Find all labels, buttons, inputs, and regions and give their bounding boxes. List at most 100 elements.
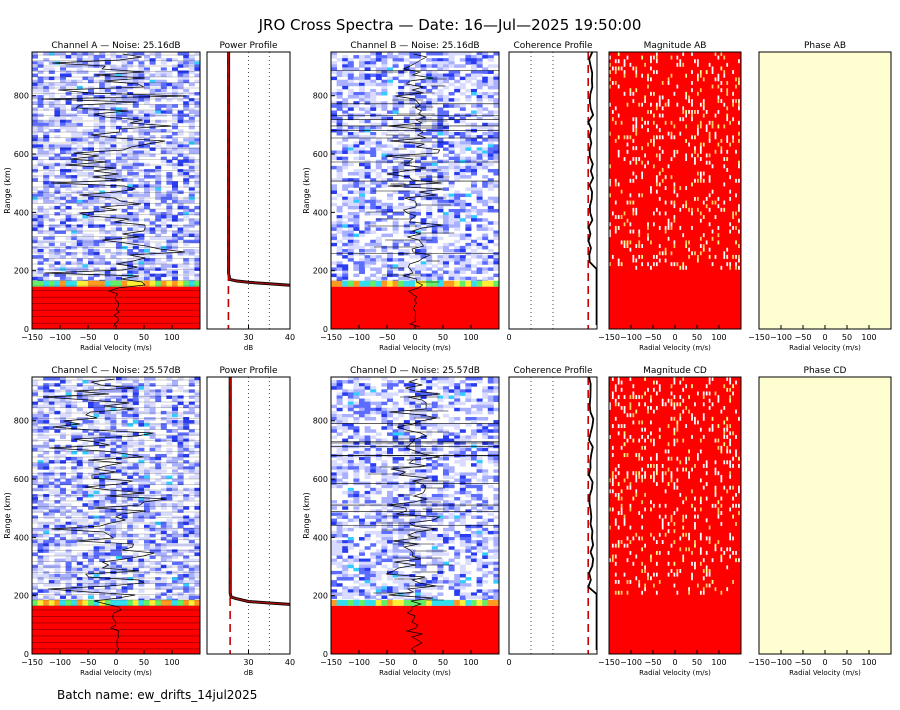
chC-cell	[116, 589, 122, 593]
chB-cell	[398, 239, 405, 244]
chB-cell	[454, 239, 461, 244]
chA-cell	[88, 215, 94, 219]
chB-cell	[493, 122, 500, 127]
magAB-cell	[617, 215, 620, 219]
magAB-cell	[738, 218, 740, 223]
chA-cell	[32, 165, 38, 170]
chB-cell	[476, 267, 483, 271]
chA-cell	[54, 122, 61, 127]
magAB-cell	[670, 157, 673, 162]
chA-cell	[48, 156, 55, 161]
chB-xtick-label: −150	[320, 333, 342, 342]
chB-cell	[426, 215, 433, 219]
chC-cell	[71, 567, 78, 572]
chC-xtick-label: −100	[49, 658, 71, 667]
chB-cell	[454, 233, 461, 238]
chC-cell	[104, 552, 111, 556]
chA-cell	[60, 55, 66, 59]
chA-cell	[76, 230, 83, 234]
chB-cell	[370, 52, 377, 56]
chB-cell	[454, 248, 461, 253]
chC-cell	[99, 558, 106, 563]
chA-cell	[177, 98, 184, 102]
chC-cell	[93, 404, 100, 409]
chB-cell	[443, 202, 449, 207]
chB-cell	[331, 261, 337, 265]
chC-cells	[32, 377, 201, 606]
chA-cell	[37, 138, 44, 142]
chA-cell	[88, 239, 94, 244]
chB-cell	[448, 55, 455, 59]
chC-cell	[160, 577, 167, 581]
chA-cell	[60, 116, 66, 121]
magAB-cell	[647, 236, 649, 241]
chA-cell	[60, 150, 66, 154]
chA-cell	[155, 144, 162, 148]
chC-title: Channel C — Noise: 25.57dB	[51, 366, 180, 376]
chA-cell	[93, 267, 100, 271]
chB-cell	[353, 264, 360, 268]
chA-cell	[155, 212, 162, 216]
chB-cell	[454, 212, 461, 216]
chA-cell	[177, 128, 184, 133]
chA-cell	[127, 273, 134, 278]
chA-cell	[188, 221, 195, 225]
chA-cell	[43, 276, 50, 281]
chB-cell	[437, 110, 444, 114]
chA-cell	[121, 178, 128, 182]
chB-cell	[482, 122, 489, 127]
chA-cell	[166, 135, 173, 139]
chA-cell	[48, 165, 55, 170]
chB-cell	[437, 125, 444, 130]
chC-cell	[104, 472, 111, 476]
chC-cell	[121, 453, 128, 458]
chB-cell	[431, 227, 438, 231]
chD-cell	[398, 380, 405, 384]
chC-cell	[104, 453, 111, 458]
chD-cell	[471, 377, 477, 381]
magAB-cell	[609, 193, 611, 198]
magAB-cell	[714, 149, 717, 154]
magAB-cell	[697, 62, 699, 67]
chA-cell	[132, 128, 139, 133]
chB-cell	[381, 85, 388, 90]
chC-cell	[149, 447, 156, 452]
chB-band-cell	[431, 280, 438, 287]
chC-cell	[194, 395, 201, 399]
chA-cell	[82, 165, 89, 170]
chC-cell	[54, 506, 61, 510]
chA-cell	[183, 248, 190, 253]
chC-cell	[132, 395, 139, 399]
magAB-cell	[647, 142, 649, 147]
chC-cell	[60, 401, 66, 406]
chB-cell	[487, 261, 494, 265]
chB-cell	[387, 205, 393, 210]
chC-cell	[54, 577, 61, 581]
chB-cell	[448, 76, 455, 81]
chB-cell	[437, 255, 444, 259]
magAB-cell	[708, 160, 711, 165]
chB-cell	[493, 104, 500, 108]
chC-cell	[177, 426, 184, 430]
magAB-cell	[702, 77, 705, 82]
chA-cell	[138, 168, 145, 173]
chA-cell	[76, 227, 83, 231]
chC-band-cell	[160, 599, 167, 606]
chA-cell	[76, 61, 83, 65]
chA-cell	[104, 276, 111, 281]
magAB-cell	[629, 193, 632, 198]
magAB-cell	[623, 62, 626, 67]
chB-cell	[493, 144, 500, 148]
chB-cell	[347, 95, 354, 99]
chB-cell	[426, 138, 433, 142]
magAB-cell	[738, 254, 740, 259]
chA-cell	[155, 233, 162, 238]
chB-cell	[359, 82, 365, 87]
chC-cell	[132, 407, 139, 412]
chD-cell	[482, 392, 489, 396]
chA-cell	[71, 113, 78, 118]
chA-cell	[144, 230, 150, 234]
chA-cell	[37, 150, 44, 154]
chC-cell	[54, 558, 61, 563]
chA-cell	[155, 107, 162, 111]
